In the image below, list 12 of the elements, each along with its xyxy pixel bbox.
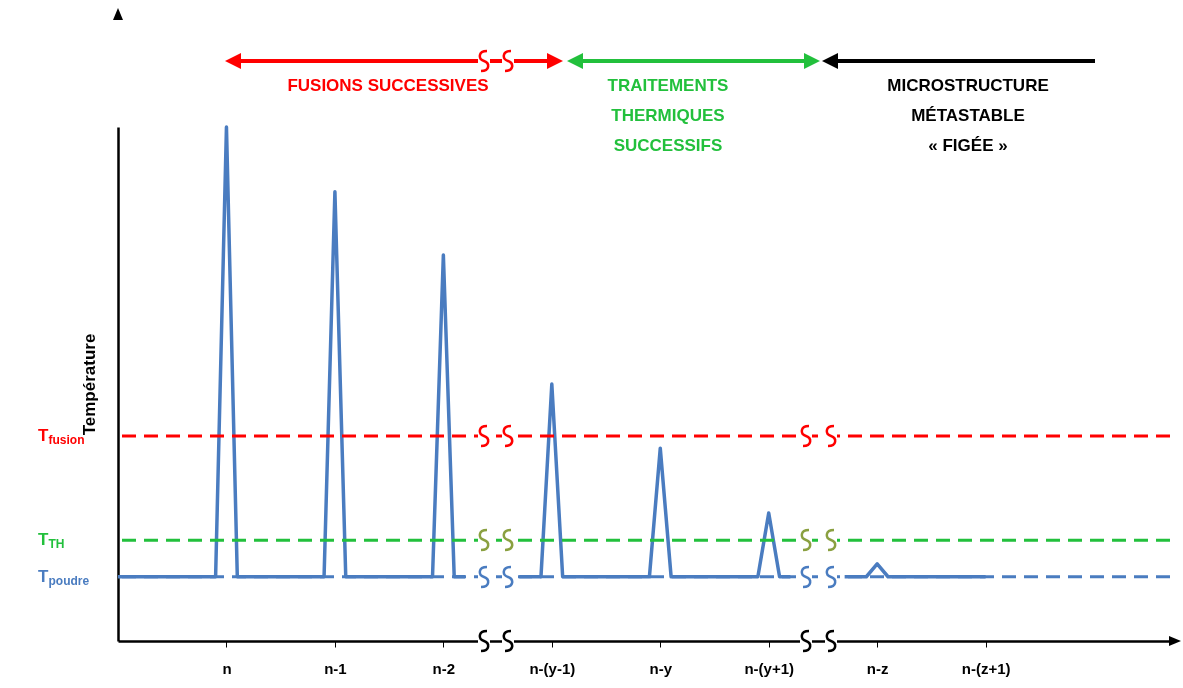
text: FUSIONS SUCCESSIVES — [287, 76, 489, 95]
annotation: MICROSTRUCTURE MÉTASTABLE « FIGÉE » — [887, 76, 1049, 155]
x-tick-label: n-y — [649, 659, 673, 677]
x-tick-label: n-2 — [432, 659, 456, 677]
x-tick-label: n-z — [866, 659, 889, 677]
x-tick-label: n-1 — [324, 659, 347, 677]
x-tick-label: n-(y-1) — [529, 659, 576, 677]
x-tick-label: n-(z+1) — [961, 659, 1011, 677]
annotation: TRAITEMENTS THERMIQUES SUCCESSIFS — [607, 76, 729, 155]
y-axis-title: Température — [79, 333, 99, 436]
x-tick-label: n — [222, 659, 232, 677]
x-tick-label: n-(y+1) — [744, 659, 795, 677]
